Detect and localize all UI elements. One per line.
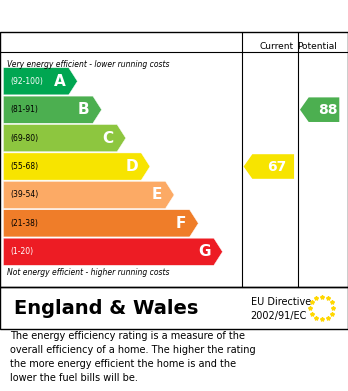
Text: F: F [176, 216, 186, 231]
Text: England & Wales: England & Wales [14, 298, 198, 317]
Polygon shape [3, 238, 222, 265]
Text: Not energy efficient - higher running costs: Not energy efficient - higher running co… [7, 268, 169, 277]
Text: G: G [198, 244, 210, 259]
Text: E: E [152, 187, 162, 203]
Text: (39-54): (39-54) [10, 190, 39, 199]
Text: Very energy efficient - lower running costs: Very energy efficient - lower running co… [7, 60, 169, 69]
Polygon shape [3, 181, 174, 208]
Text: C: C [102, 131, 113, 145]
Text: A: A [54, 74, 65, 89]
Text: 2002/91/EC: 2002/91/EC [251, 311, 307, 321]
Polygon shape [3, 96, 102, 123]
Text: Current: Current [260, 42, 294, 51]
Polygon shape [3, 210, 198, 237]
Polygon shape [3, 124, 126, 152]
Polygon shape [300, 97, 339, 122]
Text: (69-80): (69-80) [10, 134, 39, 143]
Text: EU Directive: EU Directive [251, 297, 311, 307]
Text: (1-20): (1-20) [10, 247, 33, 256]
Text: D: D [125, 159, 138, 174]
Text: 67: 67 [267, 160, 286, 174]
Text: Potential: Potential [297, 42, 337, 51]
Text: (81-91): (81-91) [10, 105, 38, 114]
Text: Energy Efficiency Rating: Energy Efficiency Rating [50, 7, 298, 25]
Text: B: B [78, 102, 89, 117]
Polygon shape [3, 153, 150, 180]
Text: The energy efficiency rating is a measure of the
overall efficiency of a home. T: The energy efficiency rating is a measur… [10, 331, 256, 383]
Polygon shape [3, 68, 77, 95]
Polygon shape [244, 154, 294, 179]
Text: (92-100): (92-100) [10, 77, 43, 86]
Text: (21-38): (21-38) [10, 219, 38, 228]
Text: 88: 88 [318, 103, 337, 117]
Text: (55-68): (55-68) [10, 162, 39, 171]
